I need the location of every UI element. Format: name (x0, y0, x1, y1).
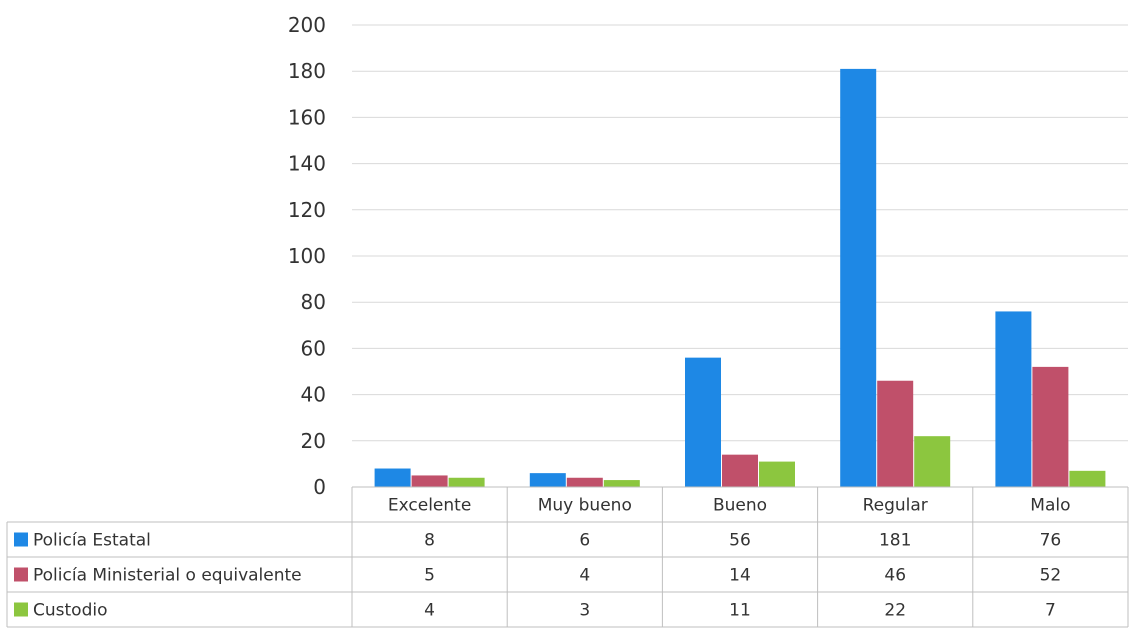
y-tick-label: 80 (301, 290, 326, 314)
series-name-label: Policía Ministerial o equivalente (33, 566, 302, 586)
y-tick-label: 140 (288, 152, 326, 176)
category-label: Excelente (388, 496, 471, 516)
bars (374, 68, 1106, 487)
data-value-label: 14 (729, 566, 751, 586)
bar (840, 68, 877, 487)
y-tick-label: 60 (301, 336, 326, 360)
data-table: Excelente Muy bueno Bueno Regular Malo Policí… (6, 486, 1129, 628)
data-value-label: 181 (879, 531, 911, 551)
y-tick-label: 0 (313, 475, 326, 499)
bar (374, 468, 411, 487)
legend-swatch (14, 532, 28, 547)
y-tick-label: 180 (288, 59, 326, 83)
bar (1069, 470, 1106, 487)
bar (1032, 366, 1069, 487)
series-name-label: Custodio (33, 601, 107, 621)
data-value-label: 7 (1045, 601, 1056, 621)
bar (529, 473, 566, 487)
data-value-label: 76 (1040, 531, 1062, 551)
data-value-label: 8 (424, 531, 435, 551)
data-value-label: 46 (884, 566, 906, 586)
data-value-label: 4 (579, 566, 590, 586)
bar (685, 357, 721, 487)
y-axis-ticks: 0 20 40 60 80 100 120 140 160 180 200 (288, 13, 326, 499)
data-value-label: 3 (579, 601, 590, 621)
category-label: Muy bueno (538, 496, 632, 516)
y-tick-label: 200 (288, 13, 326, 37)
bar (603, 480, 640, 487)
bar (411, 475, 448, 487)
y-tick-label: 100 (288, 244, 326, 268)
y-tick-label: 20 (301, 429, 326, 453)
y-tick-label: 120 (288, 198, 326, 222)
y-tick-label: 40 (301, 383, 326, 407)
data-value-label: 6 (579, 531, 590, 551)
data-value-label: 22 (884, 601, 906, 621)
data-value-label: 52 (1040, 566, 1062, 586)
data-value-label: 5 (424, 566, 435, 586)
grid-lines (352, 24, 1128, 442)
bar (448, 477, 485, 487)
data-value-label: 11 (729, 601, 751, 621)
bar (722, 454, 758, 487)
legend-swatch (14, 567, 28, 582)
category-label: Bueno (713, 496, 767, 516)
data-value-label: 56 (729, 531, 751, 551)
bar (566, 477, 603, 487)
bar (877, 380, 914, 487)
legend-swatch (14, 602, 28, 617)
bar (995, 311, 1032, 487)
bar (759, 461, 795, 487)
series-name-label: Policía Estatal (33, 531, 151, 551)
bar (914, 436, 951, 487)
category-label: Malo (1030, 496, 1070, 516)
data-value-label: 4 (424, 601, 435, 621)
category-label: Regular (863, 496, 928, 516)
y-tick-label: 160 (288, 105, 326, 129)
